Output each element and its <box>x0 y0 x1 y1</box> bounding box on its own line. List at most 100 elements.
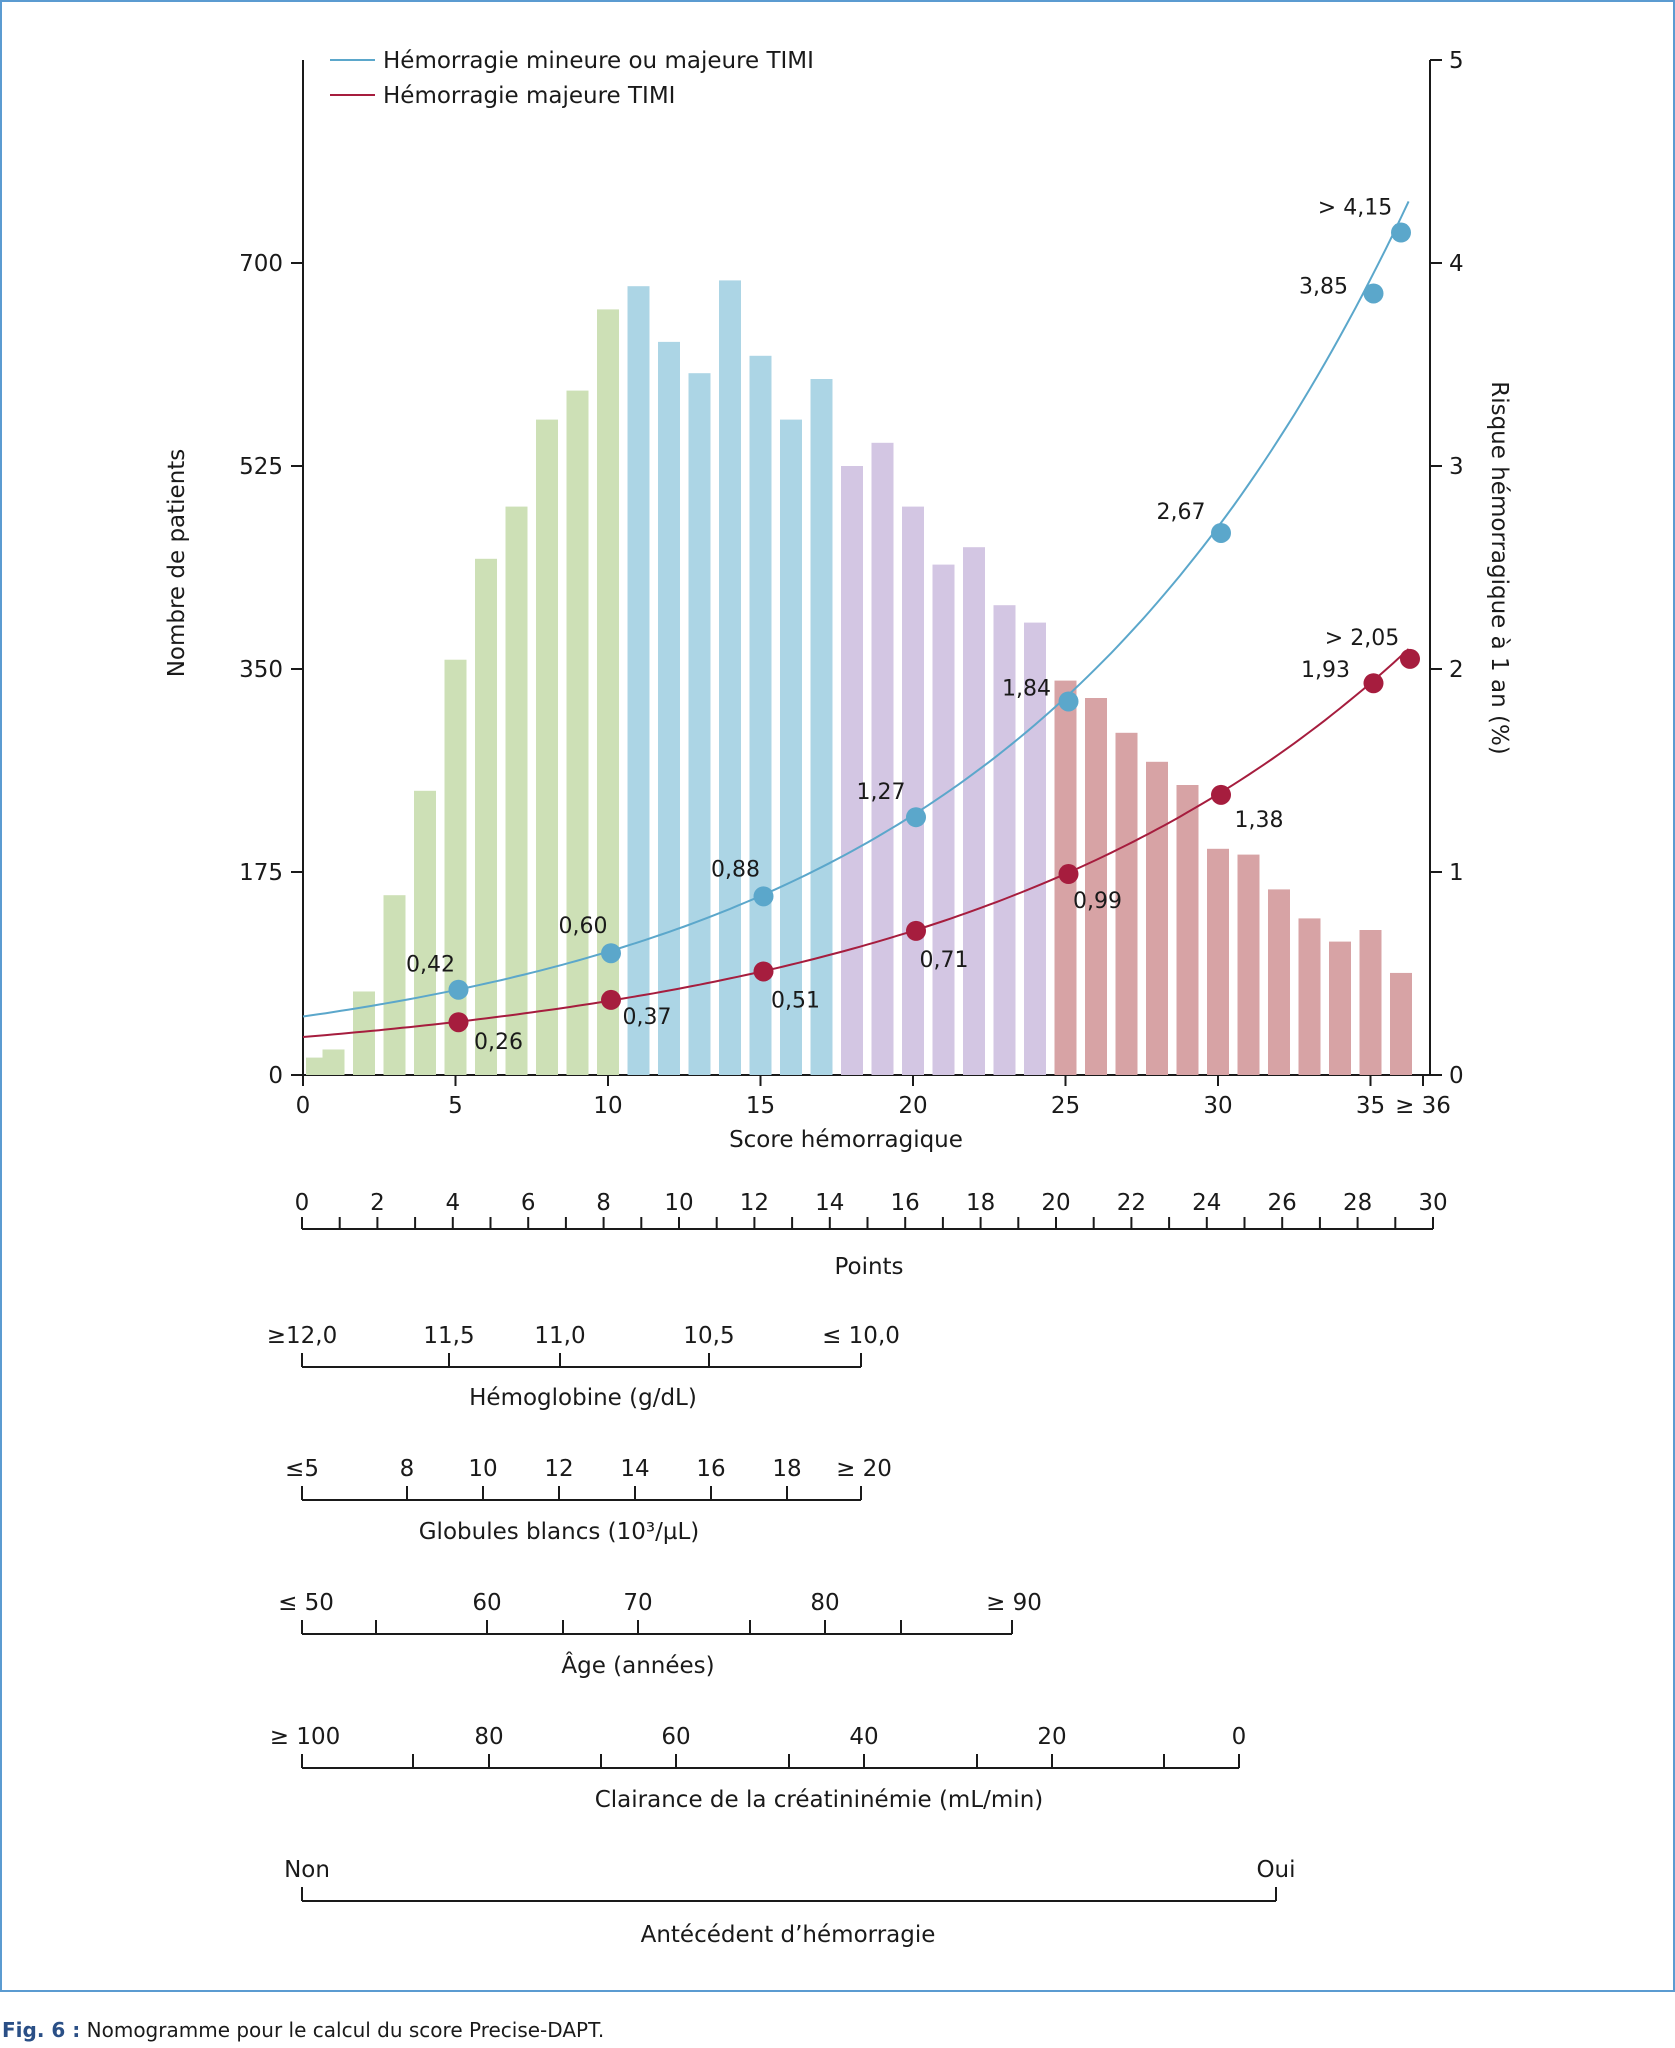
bar-score-26 <box>1085 698 1107 1075</box>
data-label-timi-minor-major-4: 1,84 <box>1002 676 1051 701</box>
bar-score-32 <box>1268 889 1290 1075</box>
age-scale-label: 60 <box>472 1590 501 1616</box>
y-left-tick-label: 0 <box>268 1063 283 1089</box>
bar-score-30 <box>1207 848 1229 1075</box>
point-timi-major-4 <box>1058 864 1079 885</box>
data-label-timi-minor-major-7: > 4,15 <box>1318 196 1392 221</box>
bar-score-10 <box>597 309 619 1075</box>
data-label-timi-major-3: 0,71 <box>920 948 969 973</box>
x-tick-label: 35 <box>1356 1093 1385 1119</box>
bar-score-21 <box>932 564 955 1075</box>
bar-score-6 <box>475 558 497 1075</box>
age-scale-label: 70 <box>623 1590 652 1616</box>
point-timi-minor-major-3 <box>906 807 926 828</box>
points-scale-label: 12 <box>740 1190 769 1216</box>
point-timi-minor-major-6 <box>1363 283 1384 304</box>
x-tick-label: 10 <box>593 1093 622 1119</box>
hemoglobin-scale-title: Hémoglobine (g/dL) <box>469 1385 697 1411</box>
bar-score-35 <box>1359 930 1382 1075</box>
point-timi-minor-major-7 <box>1391 222 1411 243</box>
hemoglobin-scale-label: 10,5 <box>683 1323 734 1349</box>
points-scale-label: 4 <box>445 1190 460 1216</box>
points-scale-label: 0 <box>295 1190 310 1216</box>
bar-score-9 <box>566 390 589 1076</box>
bleeding-history-scale-label: Oui <box>1256 1857 1295 1883</box>
caption-text: Nomogramme pour le calcul du score Preci… <box>86 2018 605 2042</box>
bar-score-19 <box>871 442 894 1075</box>
age-scale-label: ≤ 50 <box>278 1590 334 1616</box>
curves-layer: 0,42 0,60 0,88 1,27 1,84 2,67 3,85 > 4,15 0,26 0,… <box>302 196 1420 1055</box>
legend: Hémorragie mineure ou majeure TIMI Hémor… <box>330 48 814 109</box>
points-scale-label: 10 <box>664 1190 693 1216</box>
point-timi-major-1 <box>601 989 621 1010</box>
creatinine-clearance-scale-label: ≥ 100 <box>270 1724 340 1750</box>
bar-score-4 <box>414 790 436 1075</box>
points-scale-label: 6 <box>521 1190 536 1216</box>
points-scale-label: 30 <box>1418 1190 1447 1216</box>
data-label-timi-minor-major-1: 0,60 <box>559 914 608 939</box>
bar-score-17 <box>810 379 833 1075</box>
points-scale-label: 18 <box>966 1190 995 1216</box>
age-scale-title: Âge (années) <box>561 1651 714 1679</box>
age-scale-label: ≥ 90 <box>986 1590 1042 1616</box>
y-left-tick-label: 700 <box>239 251 283 277</box>
point-timi-minor-major-4 <box>1058 691 1079 712</box>
data-label-timi-minor-major-3: 1,27 <box>857 780 906 805</box>
y-axis-left-title: Nombre de patients <box>164 449 190 678</box>
bar-score-8 <box>536 419 558 1076</box>
bars-layer <box>306 280 1412 1076</box>
bleeding-history-scale-label: Non <box>284 1857 330 1883</box>
points-scale-label: 16 <box>891 1190 920 1216</box>
point-timi-minor-major-1 <box>601 943 621 964</box>
bar-score-23 <box>993 605 1016 1075</box>
point-timi-major-7 <box>1400 648 1420 669</box>
point-timi-major-6 <box>1363 673 1384 694</box>
data-label-timi-minor-major-0: 0,42 <box>406 953 455 978</box>
x-tick-label: 5 <box>448 1093 463 1119</box>
points-scale-label: 22 <box>1117 1190 1146 1216</box>
data-label-timi-major-4: 0,99 <box>1073 889 1122 914</box>
data-label-timi-major-6: 1,93 <box>1301 658 1350 683</box>
points-scale-label: 14 <box>815 1190 844 1216</box>
bar-score-3 <box>383 895 406 1075</box>
data-label-timi-major-0: 0,26 <box>474 1030 523 1055</box>
bleeding-history-scale-title: Antécédent d’hémorragie <box>641 1922 936 1948</box>
points-scale-label: 2 <box>370 1190 385 1216</box>
bar-score-31 <box>1237 854 1260 1075</box>
y-right-tick-label: 5 <box>1449 48 1464 74</box>
y-right-tick-label: 0 <box>1449 1063 1464 1089</box>
points-scale-label: 20 <box>1041 1190 1070 1216</box>
white-blood-cells-scale-label: 16 <box>696 1456 725 1482</box>
legend-label-timi-major: Hémorragie majeure TIMI <box>383 83 675 109</box>
x-tick-label: 15 <box>746 1093 775 1119</box>
bar-score-28 <box>1146 761 1168 1075</box>
bar-score-18 <box>841 466 863 1075</box>
y-left-tick-label: 350 <box>239 657 283 683</box>
bar-score-1 <box>322 1049 345 1075</box>
x-tick-label: 20 <box>898 1093 927 1119</box>
points-scale-title: Points <box>834 1254 903 1280</box>
point-timi-major-5 <box>1211 784 1231 805</box>
creatinine-clearance-scale-label: 80 <box>474 1724 503 1750</box>
bar-score-5 <box>444 659 467 1075</box>
age-scale-label: 80 <box>810 1590 839 1616</box>
y-right-tick-label: 4 <box>1449 251 1464 277</box>
y-axis-right-title: Risque hémorragique à 1 an (%) <box>1486 381 1512 755</box>
data-label-timi-minor-major-5: 2,67 <box>1157 500 1206 525</box>
points-scale-label: 26 <box>1268 1190 1297 1216</box>
bar-score-34 <box>1329 941 1351 1075</box>
bar-score-13 <box>688 373 711 1075</box>
bar-score-33 <box>1298 918 1321 1075</box>
point-timi-major-2 <box>753 961 774 982</box>
white-blood-cells-scale-label: ≥ 20 <box>836 1456 892 1482</box>
x-axis-title: Score hémorragique <box>729 1127 963 1153</box>
hemoglobin-scale-label: 11,5 <box>423 1323 474 1349</box>
point-timi-major-3 <box>906 920 926 941</box>
caption-prefix: Fig. 6 : <box>2 2018 81 2042</box>
creatinine-clearance-scale-label: 60 <box>661 1724 690 1750</box>
point-timi-minor-major-2 <box>753 886 774 907</box>
point-timi-minor-major-0 <box>448 979 469 1000</box>
data-label-timi-major-5: 1,38 <box>1235 808 1284 833</box>
creatinine-clearance-scale-title: Clairance de la créatininémie (mL/min) <box>595 1787 1044 1813</box>
